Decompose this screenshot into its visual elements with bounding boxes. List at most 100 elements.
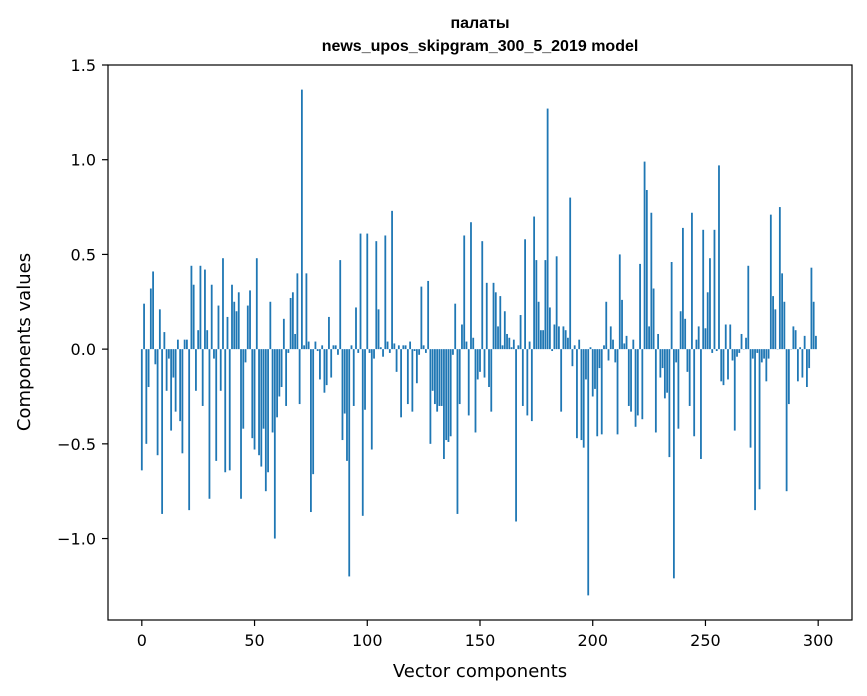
bar xyxy=(499,296,502,350)
bar xyxy=(796,349,799,382)
bar xyxy=(246,305,249,350)
bar xyxy=(183,339,186,350)
bar xyxy=(470,222,472,350)
bar xyxy=(251,349,254,439)
bar xyxy=(503,311,506,350)
bar xyxy=(235,311,238,350)
bar xyxy=(294,333,297,350)
bar xyxy=(269,301,272,350)
bar xyxy=(334,345,337,350)
bar xyxy=(217,305,220,350)
bar xyxy=(355,307,357,350)
bar xyxy=(576,349,578,439)
bar xyxy=(429,349,432,444)
bar xyxy=(598,349,601,369)
bar xyxy=(641,349,644,420)
bar xyxy=(156,349,159,456)
bar xyxy=(343,349,346,414)
bar xyxy=(603,345,605,350)
bar xyxy=(609,326,612,350)
y-tick-label: 1.0 xyxy=(71,151,96,170)
bar xyxy=(233,301,236,350)
bar xyxy=(747,265,750,350)
bar xyxy=(406,349,409,405)
bar xyxy=(375,241,378,350)
bar xyxy=(731,349,734,361)
bar xyxy=(242,349,245,429)
bar xyxy=(530,349,533,422)
bar xyxy=(440,349,443,406)
y-tick-label: 0.5 xyxy=(71,245,96,264)
bar xyxy=(700,349,702,459)
bar xyxy=(785,349,788,492)
bar xyxy=(760,349,763,363)
bar xyxy=(616,349,619,435)
bar xyxy=(197,330,200,350)
bar xyxy=(535,260,538,350)
bar xyxy=(300,89,303,350)
bar xyxy=(316,349,319,352)
bar xyxy=(476,349,479,380)
bar xyxy=(792,326,795,350)
x-tick-label: 100 xyxy=(352,631,383,650)
bar xyxy=(163,332,166,350)
bar xyxy=(706,292,709,350)
bar xyxy=(231,284,233,350)
bar xyxy=(328,316,330,350)
bar xyxy=(181,349,184,454)
bar xyxy=(361,349,364,516)
bar xyxy=(190,265,193,350)
bar xyxy=(643,161,646,350)
bar xyxy=(485,282,488,350)
bar xyxy=(691,212,693,350)
bar xyxy=(438,349,441,406)
bar xyxy=(650,212,653,350)
bar xyxy=(682,227,684,350)
bar xyxy=(501,345,504,350)
bar xyxy=(724,324,727,350)
bar xyxy=(149,288,152,350)
bar xyxy=(219,349,222,391)
bar xyxy=(479,349,481,372)
bar xyxy=(452,349,454,355)
bar xyxy=(386,341,389,350)
x-axis-ticks: 0 50 100 150 200 250 300 xyxy=(137,620,833,650)
bar xyxy=(585,349,587,380)
bar xyxy=(765,349,768,382)
bar xyxy=(310,349,312,513)
bar xyxy=(456,349,459,514)
bar xyxy=(548,307,551,350)
bar xyxy=(370,349,373,450)
bar xyxy=(704,328,707,350)
bar xyxy=(152,271,154,350)
bar xyxy=(427,280,430,350)
bar xyxy=(215,349,218,461)
bar xyxy=(391,210,393,350)
bar xyxy=(718,165,720,350)
bar xyxy=(158,309,161,350)
bar xyxy=(418,349,421,355)
bar xyxy=(697,326,700,350)
bar xyxy=(578,339,581,350)
bar xyxy=(512,339,515,350)
bar xyxy=(763,349,765,359)
bar xyxy=(140,349,143,471)
bar xyxy=(188,349,191,511)
bar xyxy=(262,349,265,429)
bar xyxy=(434,349,436,405)
bar xyxy=(431,349,434,391)
bar xyxy=(546,108,549,350)
bar xyxy=(636,349,639,416)
bar xyxy=(192,284,195,350)
bar xyxy=(147,349,150,388)
bar xyxy=(472,337,475,350)
bar xyxy=(357,349,360,353)
bar xyxy=(562,326,565,350)
bar xyxy=(350,345,353,350)
bar xyxy=(551,349,554,352)
bar xyxy=(483,349,486,378)
bar xyxy=(201,349,204,406)
bar xyxy=(806,349,808,388)
bar xyxy=(287,349,290,353)
